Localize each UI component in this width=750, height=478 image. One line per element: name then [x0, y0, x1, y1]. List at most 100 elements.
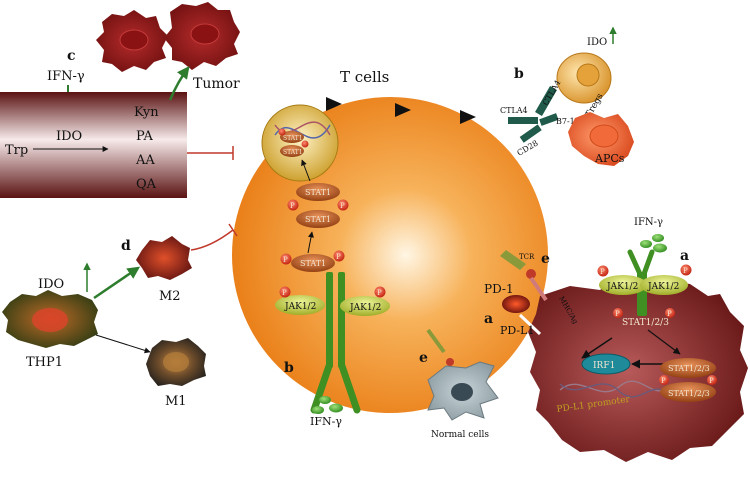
p-marker: [374, 286, 386, 298]
tcr-label: TCR: [519, 253, 535, 261]
nuclear-p-marker: [301, 140, 309, 148]
stat1-dimer-bottom: [296, 210, 340, 228]
p-marker-label: P: [340, 202, 345, 210]
pdl1-label: PD-L1: [500, 324, 534, 337]
p-marker: [613, 308, 623, 318]
cd28-label: CD28: [516, 139, 540, 158]
ifn-gamma-molecule-icon: [319, 396, 331, 404]
signal-arrowhead-icon: [395, 103, 411, 117]
ifn-receptor-fork: [310, 362, 361, 414]
nuclear-p-marker: [278, 128, 286, 136]
ctla4-receptor-left: [508, 117, 538, 124]
thp1-nucleus: [32, 308, 68, 332]
p-marker-label: P: [283, 256, 288, 264]
aa-label: AA: [135, 153, 155, 168]
stat1-dimer-top-label: STAT1: [305, 188, 331, 197]
p-marker-label: P: [709, 377, 714, 385]
signal-arrowhead-icon: [326, 97, 342, 111]
panel-e-top-label: e: [541, 251, 550, 267]
tcr-receptor-icon: [500, 250, 526, 270]
ctla4-upper-label: CTLA4: [541, 79, 563, 107]
p-marker-label: P: [377, 289, 382, 297]
normal-cells-label: Normal cells: [431, 430, 489, 440]
tumor-ifn-receptor-fork: [627, 249, 655, 277]
arrow-dimer-to-nucleus: [301, 159, 311, 182]
irf1-arrow-left: [581, 337, 613, 359]
normal-cell-antigen-icon: [446, 358, 454, 366]
jak-right-t: [340, 296, 390, 316]
m1-label: M1: [165, 394, 187, 409]
p-marker: [280, 253, 292, 265]
pd1-receptor: [502, 295, 530, 313]
apc-nucleus: [589, 124, 619, 148]
pa-label: PA: [136, 129, 154, 144]
treg-nucleus: [576, 63, 600, 87]
stat1-monomer-label: STAT1: [300, 259, 326, 268]
ifn-gamma-top-label: IFN-γ: [47, 69, 85, 84]
pd1-label: PD-1: [484, 282, 514, 296]
tumor-cell-left-nucleus: [119, 29, 149, 51]
p-marker: [337, 199, 349, 211]
qa-label: QA: [136, 177, 157, 192]
p-marker: [279, 286, 291, 298]
p-marker-label: P: [282, 289, 287, 297]
panel-a-right-label: a: [680, 248, 689, 264]
kyn-label: Kyn: [134, 105, 159, 120]
apcs-label: APCs: [594, 152, 625, 165]
thp1-to-m2-arrow: [93, 266, 141, 300]
panel-e-bottom-label: e: [419, 350, 428, 366]
metabolite-box: [0, 92, 187, 198]
stat123-dimer-bottom-label: STAT1/2/3: [668, 389, 710, 398]
irf1-label: IRF1: [593, 361, 615, 371]
t-cells-label: T cells: [340, 68, 389, 86]
ifn-gamma-right-label: IFN-γ: [634, 217, 663, 228]
p-marker: [665, 308, 675, 318]
m1-nucleus: [163, 352, 189, 372]
arrow-stat1-to-dimer: [307, 231, 314, 254]
panel-c-label: c: [67, 48, 76, 64]
panel-b-top-label: b: [514, 66, 524, 82]
kyn-to-tumor-arrow: [168, 65, 190, 101]
p-marker: [707, 375, 717, 385]
stat123-dimer-bottom: [660, 382, 716, 402]
stat1-dimer-bottom-label: STAT1: [305, 215, 331, 224]
ctla4-receptor-upper: [535, 86, 557, 116]
p-marker-label: P: [290, 202, 295, 210]
ifn-gamma-molecule-icon: [652, 234, 664, 242]
p-marker: [680, 264, 692, 276]
thp1-to-m1-arrow: [95, 334, 151, 354]
trp-label: Trp: [5, 143, 28, 158]
b7-ligand: [539, 113, 559, 126]
stat123-top-label: STAT1/2/3: [622, 318, 669, 328]
jak-tumor-right-label: JAK1/2: [647, 282, 679, 292]
p-marker-label: P: [683, 267, 688, 275]
ido-box-label: IDO: [56, 129, 82, 144]
pdl1-ligand: [518, 313, 542, 336]
p-marker-label: P: [661, 377, 666, 385]
ifn-gamma-molecule-icon: [312, 406, 324, 414]
ido-treg-label: IDO: [587, 37, 607, 48]
jak-left-t: [275, 295, 325, 315]
jak-left-t-label: JAK1/2: [284, 302, 316, 312]
p-marker-label: P: [336, 253, 341, 261]
ifn-gamma-molecule-icon: [653, 243, 667, 253]
nuclear-stat1-b-label: STAT1: [283, 149, 303, 156]
ifn-receptor-stem-right: [338, 272, 345, 368]
ifn-gamma-bottom-label: IFN-γ: [310, 415, 342, 428]
nuclear-stat1-b: [280, 145, 304, 157]
ctla4-left-label: CTLA4: [500, 106, 528, 115]
dna-promoter-icon-2: [559, 383, 671, 398]
thp1-label: THP1: [26, 355, 63, 370]
m2-macrophage-icon: [136, 236, 192, 280]
p-marker: [333, 250, 345, 262]
stat123-to-nucleus-arrow: [647, 329, 681, 355]
nuclear-stat1-a: [280, 131, 304, 143]
mhc-stem: [529, 276, 548, 302]
stat1-monomer: [291, 254, 335, 272]
jak-tumor-left: [599, 275, 647, 295]
p-marker: [659, 375, 669, 385]
ido-left-label: IDO: [38, 277, 64, 292]
panel-b-bottom-label: b: [284, 360, 294, 376]
